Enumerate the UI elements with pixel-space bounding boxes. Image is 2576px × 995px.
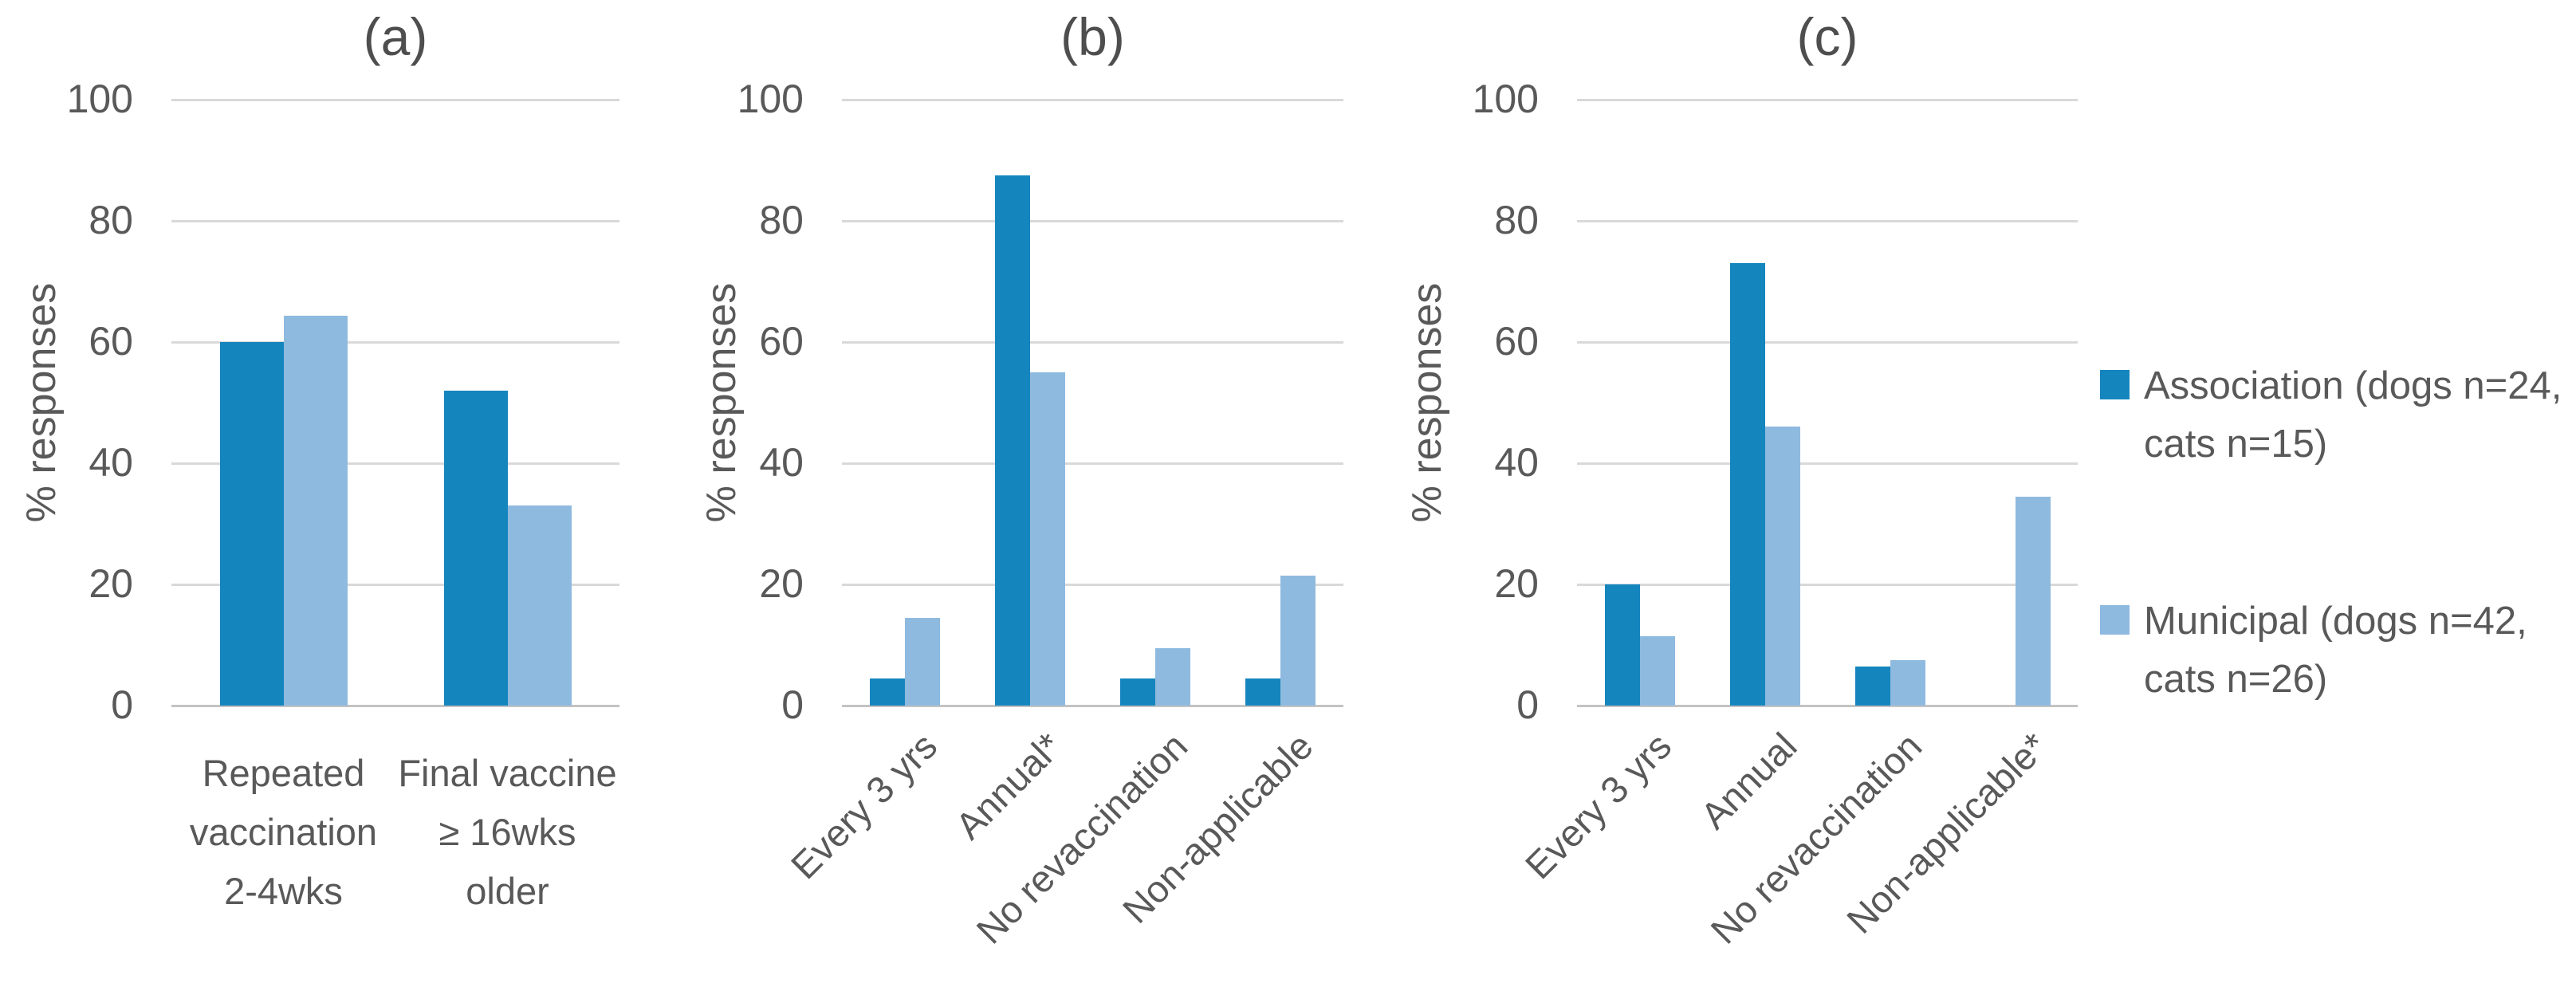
bar-a-municipal-2 [507, 505, 572, 706]
gridline-60 [1577, 341, 2078, 344]
y-tick-label-60: 60 [1494, 319, 1539, 364]
legend-marker-association [2100, 370, 2130, 399]
x-category-label: Annual* [947, 724, 1071, 848]
gridline-80 [842, 220, 1343, 222]
bar-a-municipal-1 [283, 316, 348, 706]
gridline-60 [842, 341, 1343, 344]
gridline-40 [842, 462, 1343, 465]
legend-item-municipal: Municipal (dogs n=42, cats n=26) [2100, 592, 2527, 709]
y-tick-label-80: 80 [1494, 198, 1539, 242]
bar-b-association-4 [1245, 678, 1281, 706]
x-category-label-line: 2-4wks [224, 870, 343, 912]
y-tick-label-60: 60 [759, 319, 804, 364]
gridline-40 [171, 462, 619, 465]
y-tick-label-40: 40 [759, 440, 804, 485]
y-tick-label-0: 0 [111, 682, 133, 727]
y-tick-label-80: 80 [759, 198, 804, 242]
bar-c-municipal-2 [1764, 427, 1800, 706]
bar-b-municipal-4 [1280, 575, 1316, 706]
y-tick-label-100: 100 [737, 77, 804, 121]
panel-title-b: (b) [1060, 7, 1125, 66]
gridline-100 [171, 99, 619, 101]
y-tick-label-40: 40 [88, 440, 133, 485]
y-axis-label-text: % responses [1404, 282, 1450, 523]
x-category-label-line: Final vaccine [398, 752, 617, 794]
bar-b-municipal-2 [1029, 372, 1065, 706]
gridline-100 [842, 99, 1343, 101]
legend-item-association: Association (dogs n=24, cats n=15) [2100, 357, 2562, 474]
gridline-40 [1577, 462, 2078, 465]
x-category-label-line: ≥ 16wks [439, 811, 576, 853]
x-category-label-line: vaccination [189, 811, 378, 853]
y-tick-label-80: 80 [88, 198, 133, 242]
bar-a-association-1 [219, 342, 284, 706]
gridline-80 [1577, 220, 2078, 222]
y-tick-label-60: 60 [88, 319, 133, 364]
x-category-label: Every 3 yrs [1517, 724, 1680, 887]
legend-marker-municipal [2100, 605, 2130, 635]
gridline-20 [1577, 584, 2078, 586]
y-tick-label-20: 20 [759, 561, 804, 606]
gridline-100 [1577, 99, 2078, 101]
x-category-label: Final vaccine ≥ 16wks older [364, 744, 651, 921]
gridline-80 [171, 220, 619, 222]
legend-label-line2: cats n=26) [2144, 658, 2328, 701]
y-tick-label-20: 20 [88, 561, 133, 606]
y-tick-label-20: 20 [1494, 561, 1539, 606]
y-tick-label-100: 100 [1472, 77, 1539, 121]
bar-a-association-2 [443, 390, 508, 706]
x-category-label: Every 3 yrs [782, 724, 945, 887]
x-category-label-line: older [466, 870, 549, 912]
legend-label-line1: Association (dogs n=24, [2144, 364, 2562, 407]
gridline-20 [842, 584, 1343, 586]
bar-b-association-1 [869, 678, 905, 706]
y-axis-label-b: % responses [698, 163, 761, 642]
legend-label-association: Association (dogs n=24, cats n=15) [2144, 357, 2562, 474]
y-tick-label-0: 0 [781, 682, 804, 727]
x-axis-line [842, 705, 1343, 707]
bar-b-association-2 [994, 175, 1030, 706]
bar-b-municipal-1 [904, 617, 940, 706]
x-category-label: No revaccination [1702, 724, 1930, 952]
legend-label-municipal: Municipal (dogs n=42, cats n=26) [2144, 592, 2527, 709]
y-axis-label-a: % responses [18, 163, 81, 642]
bar-b-municipal-3 [1155, 647, 1191, 706]
bar-c-municipal-4 [2015, 496, 2051, 706]
panel-title-a: (a) [363, 7, 428, 66]
x-axis-line [171, 705, 619, 707]
bar-c-association-2 [1729, 263, 1765, 706]
x-category-label-line: Repeated [202, 752, 365, 794]
gridline-60 [171, 341, 619, 344]
x-axis-line [1577, 705, 2078, 707]
x-category-label: Annual [1692, 724, 1805, 837]
bar-c-municipal-1 [1639, 635, 1675, 706]
bar-c-municipal-3 [1890, 660, 1925, 706]
gridline-20 [171, 584, 619, 586]
x-category-label: Repeated vaccination 2-4wks [140, 744, 427, 921]
bar-c-association-1 [1604, 584, 1640, 706]
panel-title-c: (c) [1796, 7, 1858, 66]
x-category-label: No revaccination [968, 724, 1196, 952]
y-axis-label-text: % responses [18, 282, 65, 523]
legend-label-line1: Municipal (dogs n=42, [2144, 600, 2527, 643]
legend-label-line2: cats n=15) [2144, 423, 2328, 466]
y-axis-label-c: % responses [1403, 163, 1467, 642]
bar-c-association-3 [1854, 666, 1890, 706]
bar-b-association-3 [1120, 678, 1156, 706]
y-axis-label-text: % responses [698, 282, 745, 523]
y-tick-label-40: 40 [1494, 440, 1539, 485]
y-tick-label-100: 100 [66, 77, 133, 121]
y-tick-label-0: 0 [1516, 682, 1539, 727]
